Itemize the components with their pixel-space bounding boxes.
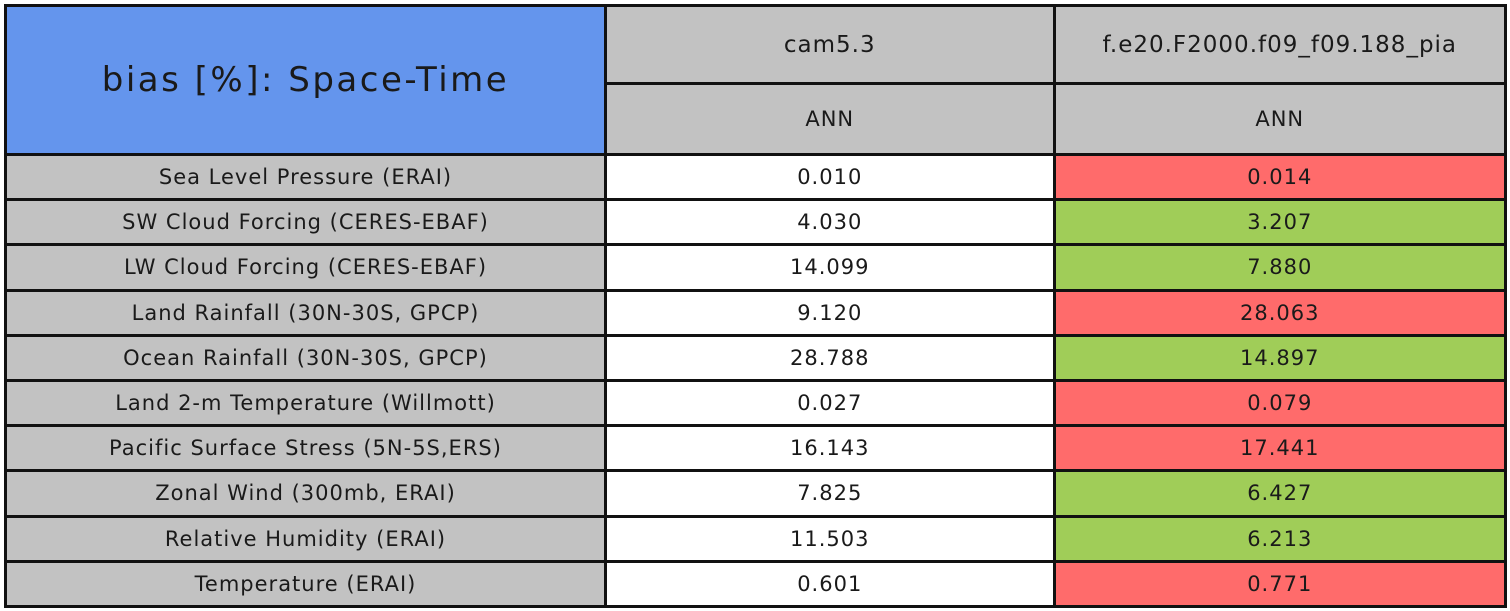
model2-value: 0.771 bbox=[1052, 559, 1507, 609]
model1-value: 11.503 bbox=[604, 514, 1056, 563]
table-row: Ocean Rainfall (30N-30S, GPCP) 28.788 14… bbox=[4, 333, 1507, 382]
model1-value: 0.027 bbox=[604, 378, 1056, 428]
row-label: Pacific Surface Stress (5N-5S,ERS) bbox=[4, 424, 607, 473]
bias-table: bias [%]: Space-Time cam5.3 f.e20.F2000.… bbox=[4, 4, 1507, 609]
model1-value: 14.099 bbox=[604, 243, 1056, 292]
row-label: Relative Humidity (ERAI) bbox=[4, 514, 607, 563]
model2-value: 3.207 bbox=[1052, 198, 1507, 247]
table-row: Land 2-m Temperature (Willmott) 0.027 0.… bbox=[4, 378, 1507, 428]
model1-value: 0.601 bbox=[604, 559, 1056, 609]
table-row: Pacific Surface Stress (5N-5S,ERS) 16.14… bbox=[4, 424, 1507, 473]
model2-season: ANN bbox=[1052, 82, 1507, 156]
model1-value: 4.030 bbox=[604, 198, 1056, 247]
table-row: Sea Level Pressure (ERAI) 0.010 0.014 bbox=[4, 152, 1507, 202]
model1-value: 9.120 bbox=[604, 288, 1056, 337]
model2-value: 6.213 bbox=[1052, 514, 1507, 563]
table-row: Zonal Wind (300mb, ERAI) 7.825 6.427 bbox=[4, 469, 1507, 518]
table-row: Land Rainfall (30N-30S, GPCP) 9.120 28.0… bbox=[4, 288, 1507, 337]
model1-header: cam5.3 bbox=[604, 4, 1056, 85]
model2-value: 0.079 bbox=[1052, 378, 1507, 428]
row-label: Zonal Wind (300mb, ERAI) bbox=[4, 469, 607, 518]
row-label: Ocean Rainfall (30N-30S, GPCP) bbox=[4, 333, 607, 382]
row-label: Land Rainfall (30N-30S, GPCP) bbox=[4, 288, 607, 337]
table-row: LW Cloud Forcing (CERES-EBAF) 14.099 7.8… bbox=[4, 243, 1507, 292]
row-label: SW Cloud Forcing (CERES-EBAF) bbox=[4, 198, 607, 247]
header-season-row: ANN ANN bbox=[6, 82, 1507, 156]
model1-value: 16.143 bbox=[604, 424, 1056, 473]
model2-value: 6.427 bbox=[1052, 469, 1507, 518]
table-row: Temperature (ERAI) 0.601 0.771 bbox=[4, 559, 1507, 609]
header-model-row: bias [%]: Space-Time cam5.3 f.e20.F2000.… bbox=[4, 4, 1507, 156]
table-row: Relative Humidity (ERAI) 11.503 6.213 bbox=[4, 514, 1507, 563]
model2-value: 17.441 bbox=[1052, 424, 1507, 473]
model1-value: 28.788 bbox=[604, 333, 1056, 382]
row-label: Sea Level Pressure (ERAI) bbox=[4, 152, 607, 202]
model2-value: 7.880 bbox=[1052, 243, 1507, 292]
model1-season: ANN bbox=[604, 82, 1056, 156]
table-title: bias [%]: Space-Time bbox=[4, 4, 607, 156]
model2-value: 0.014 bbox=[1052, 152, 1507, 202]
table-row: SW Cloud Forcing (CERES-EBAF) 4.030 3.20… bbox=[4, 198, 1507, 247]
model2-header: f.e20.F2000.f09_f09.188_pia bbox=[1052, 4, 1507, 85]
row-label: Land 2-m Temperature (Willmott) bbox=[4, 378, 607, 428]
model2-value: 28.063 bbox=[1052, 288, 1507, 337]
model2-value: 14.897 bbox=[1052, 333, 1507, 382]
row-label: Temperature (ERAI) bbox=[4, 559, 607, 609]
row-label: LW Cloud Forcing (CERES-EBAF) bbox=[4, 243, 607, 292]
model1-value: 7.825 bbox=[604, 469, 1056, 518]
model1-value: 0.010 bbox=[604, 152, 1056, 202]
